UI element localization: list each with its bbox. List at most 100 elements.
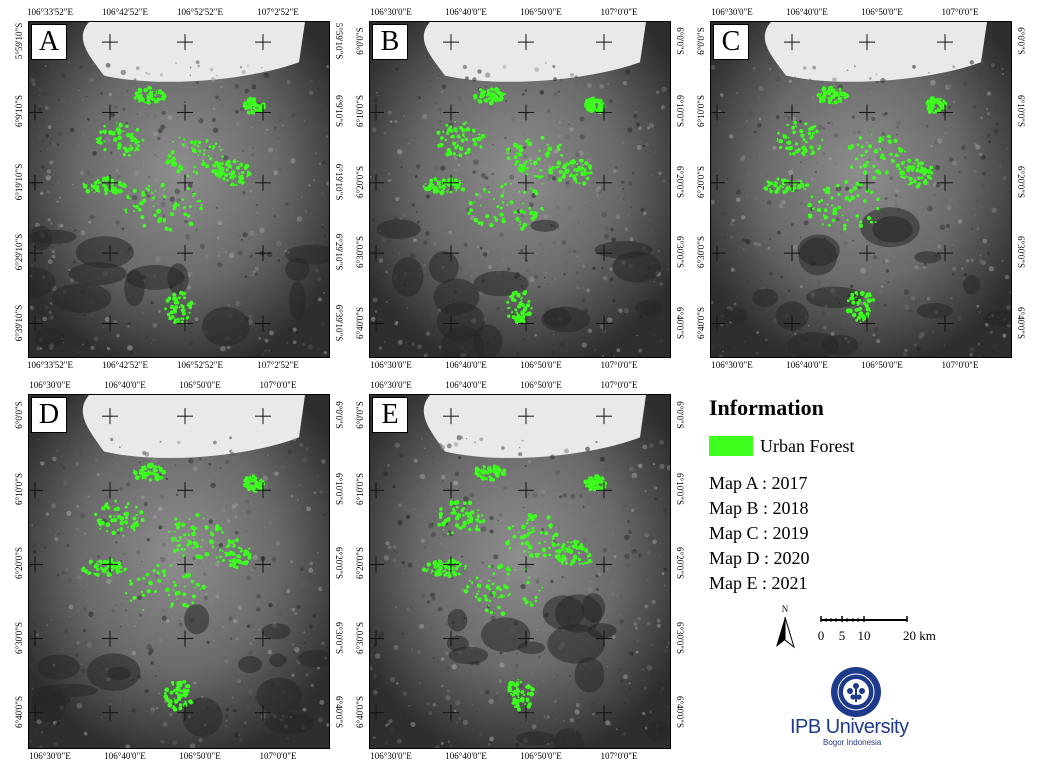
left-tick-label: 6°10'0"S xyxy=(355,95,365,128)
right-tick-label: 6°40'0"S xyxy=(334,695,344,728)
left-tick-label: 6°30'0"S xyxy=(355,621,365,654)
urban-forest-swatch xyxy=(709,436,753,456)
bottom-tick-label: 106°30'0"E xyxy=(711,360,753,370)
right-tick-label: 6°10'0"S xyxy=(1016,95,1026,128)
legend-year-b: Map B : 2018 xyxy=(709,498,809,518)
right-tick-label: 6°30'0"S xyxy=(1016,236,1026,269)
top-tick-label: 107°0'0"E xyxy=(259,380,297,390)
map-panel-a: A xyxy=(28,21,330,358)
map-panel-b: B xyxy=(369,21,671,358)
bottom-tick-label: 106°30'0"E xyxy=(370,360,412,370)
scale-label-0: 0 xyxy=(818,628,825,643)
bottom-tick-label: 106°40'0"E xyxy=(104,751,146,761)
left-tick-label: 6°29'10"S xyxy=(14,233,24,271)
bottom-tick-label: 106°30'0"E xyxy=(29,751,71,761)
top-tick-label: 106°50'0"E xyxy=(179,380,221,390)
left-tick-label: 6°0'0"S xyxy=(696,27,706,55)
bottom-tick-label: 106°42'52"E xyxy=(102,360,148,370)
left-tick-label: 6°30'0"S xyxy=(355,236,365,269)
left-tick-label: 6°40'0"S xyxy=(355,306,365,339)
panel-letter: D xyxy=(31,397,67,433)
top-tick-label: 106°40'0"E xyxy=(104,380,146,390)
bottom-tick-label: 107°0'0"E xyxy=(600,360,638,370)
right-tick-label: 6°30'0"S xyxy=(675,621,685,654)
left-tick-label: 6°40'0"S xyxy=(14,695,24,728)
right-tick-label: 6°10'0"S xyxy=(334,473,344,506)
north-label: N xyxy=(782,604,789,614)
bottom-tick-label: 106°40'0"E xyxy=(786,360,828,370)
top-tick-label: 107°2'52"E xyxy=(257,7,299,17)
bottom-tick-label: 106°33'52"E xyxy=(27,360,73,370)
left-tick-label: 6°40'0"S xyxy=(696,306,706,339)
left-tick-label: 6°10'0"S xyxy=(14,473,24,506)
right-tick-label: 6°30'0"S xyxy=(334,621,344,654)
bottom-tick-label: 106°40'0"E xyxy=(445,751,487,761)
left-tick-label: 6°20'0"S xyxy=(355,547,365,580)
right-tick-label: 6°10'0"S xyxy=(675,95,685,128)
top-tick-label: 106°40'0"E xyxy=(786,7,828,17)
bottom-tick-label: 107°0'0"E xyxy=(600,751,638,761)
top-tick-label: 106°50'0"E xyxy=(861,7,903,17)
legend-year-e: Map E : 2021 xyxy=(709,573,808,593)
top-tick-label: 106°30'0"E xyxy=(29,380,71,390)
left-tick-label: 6°0'0"S xyxy=(355,401,365,429)
right-tick-label: 6°20'0"S xyxy=(1016,165,1026,198)
panel-letter: C xyxy=(713,24,749,60)
legend-title: Information xyxy=(709,395,824,420)
right-tick-label: 6°29'10"S xyxy=(334,233,344,271)
right-tick-label: 6°20'0"S xyxy=(675,547,685,580)
right-tick-label: 6°10'0"S xyxy=(675,473,685,506)
scale-bar: 0 5 10 20 km xyxy=(818,616,936,643)
left-tick-label: 6°20'0"S xyxy=(355,165,365,198)
bottom-tick-label: 106°50'0"E xyxy=(861,360,903,370)
map-panel-d: D xyxy=(28,394,330,749)
right-tick-label: 6°19'10"S xyxy=(334,163,344,200)
university-name: IPB University xyxy=(790,716,909,738)
left-tick-label: 6°40'0"S xyxy=(355,695,365,728)
top-tick-label: 107°0'0"E xyxy=(600,380,638,390)
left-tick-label: 6°10'0"S xyxy=(696,95,706,128)
right-tick-label: 6°30'0"S xyxy=(675,236,685,269)
right-tick-label: 6°20'0"S xyxy=(334,547,344,580)
panel-letter: B xyxy=(372,24,408,60)
map-panel-c: C xyxy=(710,21,1012,358)
right-tick-label: 6°40'0"S xyxy=(675,306,685,339)
right-tick-label: 6°0'0"S xyxy=(334,401,344,429)
left-tick-label: 6°0'0"S xyxy=(14,401,24,429)
left-tick-label: 5°59'10"S xyxy=(14,22,24,60)
bottom-tick-label: 107°0'0"E xyxy=(941,360,979,370)
top-tick-label: 106°50'0"E xyxy=(520,380,562,390)
left-tick-label: 6°19'10"S xyxy=(14,163,24,200)
right-tick-label: 6°39'10"S xyxy=(334,304,344,341)
north-arrow-icon: N xyxy=(776,604,795,649)
scale-label-5: 5 xyxy=(839,628,846,643)
right-tick-label: 6°9'10"S xyxy=(334,95,344,128)
bottom-tick-label: 106°50'0"E xyxy=(179,751,221,761)
top-tick-label: 106°52'52"E xyxy=(177,7,223,17)
top-tick-label: 106°30'0"E xyxy=(370,7,412,17)
left-tick-label: 6°20'0"S xyxy=(696,165,706,198)
right-tick-label: 6°0'0"S xyxy=(1016,27,1026,55)
right-tick-label: 6°0'0"S xyxy=(675,27,685,55)
map-panel-e: E xyxy=(369,394,671,749)
scale-label-20km: 20 km xyxy=(903,628,936,643)
left-tick-label: 6°0'0"S xyxy=(355,27,365,55)
right-tick-label: 6°0'0"S xyxy=(675,401,685,429)
ipb-logo-icon xyxy=(831,667,881,717)
right-tick-label: 5°59'10"S xyxy=(334,22,344,60)
left-tick-label: 6°10'0"S xyxy=(355,473,365,506)
right-tick-label: 6°40'0"S xyxy=(675,695,685,728)
top-tick-label: 106°33'52"E xyxy=(27,7,73,17)
panel-letter: E xyxy=(372,397,408,433)
top-tick-label: 107°0'0"E xyxy=(941,7,979,17)
bottom-tick-label: 106°30'0"E xyxy=(370,751,412,761)
top-tick-label: 106°40'0"E xyxy=(445,380,487,390)
legend-year-d: Map D : 2020 xyxy=(709,548,810,568)
top-tick-label: 106°50'0"E xyxy=(520,7,562,17)
top-tick-label: 106°40'0"E xyxy=(445,7,487,17)
top-tick-label: 107°0'0"E xyxy=(600,7,638,17)
left-tick-label: 6°30'0"S xyxy=(14,621,24,654)
bottom-tick-label: 107°2'52"E xyxy=(257,360,299,370)
top-tick-label: 106°30'0"E xyxy=(711,7,753,17)
left-tick-label: 6°39'10"S xyxy=(14,304,24,341)
